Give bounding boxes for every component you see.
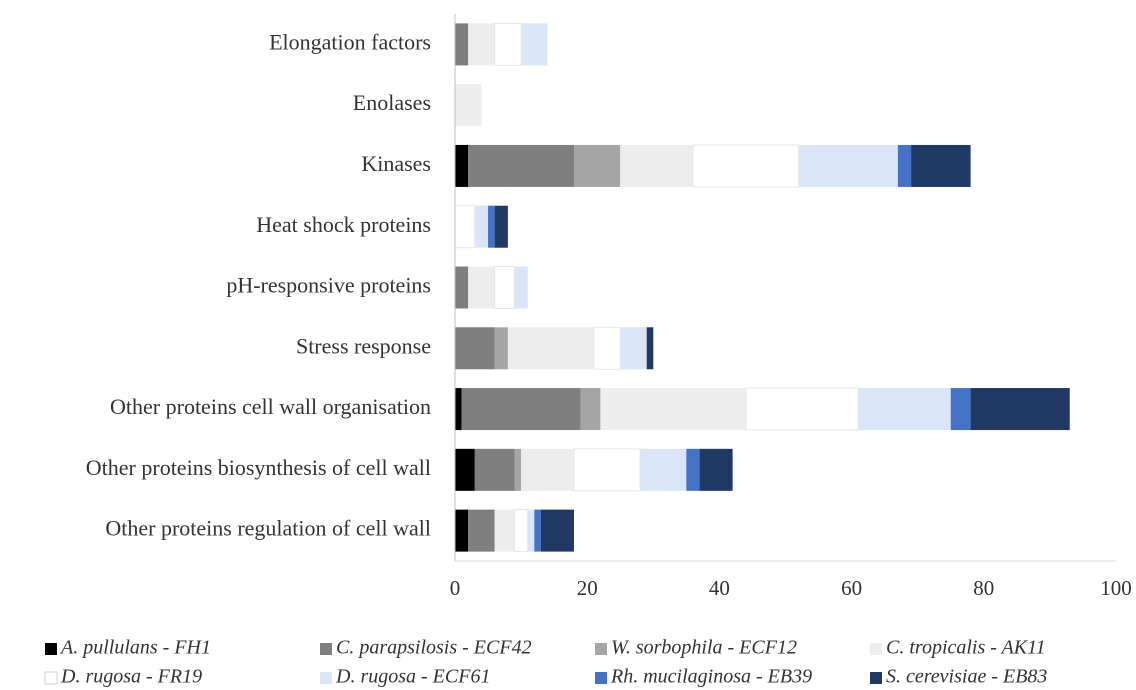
legend-swatch: [870, 643, 882, 655]
bar-segment: [468, 266, 495, 309]
bar-segment: [468, 23, 495, 66]
bar-segment: [474, 205, 489, 248]
bar-segment: [534, 509, 541, 552]
legend-label: Rh. mucilaginosa - EB39: [610, 666, 812, 688]
y-tick-label: Elongation factors: [269, 29, 431, 54]
bar-segment: [699, 448, 733, 491]
y-tick-label: Other proteins biosynthesis of cell wall: [86, 455, 431, 480]
bar-segment: [686, 448, 700, 491]
x-tick-label: 80: [973, 576, 994, 600]
legend-label: C. parapsilosis - ECF42: [336, 637, 532, 659]
bar-segment: [507, 327, 594, 370]
bar-segment: [620, 327, 647, 370]
bar-segment: [455, 448, 475, 491]
bar-segment: [950, 388, 971, 431]
bar-segment: [455, 144, 469, 187]
y-tick-label: Other proteins cell wall organisation: [110, 394, 431, 419]
bar-segment: [646, 327, 654, 370]
legend-label: D. rugosa - ECF61: [335, 666, 490, 688]
bar-segment: [494, 509, 515, 552]
bar-segment: [897, 144, 912, 187]
bar-segment: [540, 509, 574, 552]
x-tick-label: 20: [577, 576, 598, 600]
x-tick-label: 0: [450, 576, 461, 600]
x-tick-label: 100: [1100, 576, 1132, 600]
bar-segment: [580, 388, 601, 431]
bar-segment: [454, 205, 476, 249]
legend-label: W. sorbophila - ECF12: [611, 637, 797, 659]
x-tick-label: 40: [709, 576, 730, 600]
legend-label: A. pullulans - FH1: [59, 637, 211, 659]
y-tick-label: Stress response: [296, 333, 431, 358]
bar-segment: [494, 266, 515, 309]
legend-swatch: [870, 672, 882, 684]
bar-segment: [494, 205, 508, 248]
bar-segment: [521, 448, 574, 491]
bar-segment: [474, 448, 515, 491]
bar-segment: [494, 327, 508, 370]
bar-segment: [514, 448, 522, 491]
y-tick-label: Heat shock proteins: [256, 212, 431, 237]
bar-segment: [573, 144, 621, 187]
legend-swatch: [595, 672, 607, 684]
bar-segment: [620, 144, 693, 187]
bar-segment: [573, 448, 641, 492]
bar-segment: [745, 387, 859, 431]
legend-swatch: [320, 672, 332, 684]
bar-segment: [455, 388, 462, 431]
bar-segment: [911, 144, 971, 187]
bar-segment: [461, 388, 581, 431]
legend-swatch: [44, 671, 58, 685]
legend-label: S. cerevisiae - EB83: [886, 666, 1047, 688]
legend-label: D. rugosa - FR19: [60, 666, 202, 688]
bar-segment: [600, 388, 746, 431]
bar-segment: [514, 266, 528, 309]
bar-segment: [858, 388, 951, 431]
bar-segment: [455, 23, 469, 66]
bar-segment: [513, 509, 529, 553]
bar-segment: [468, 509, 495, 552]
legend-swatch: [595, 643, 607, 655]
y-tick-label: Kinases: [361, 151, 431, 176]
bar-segment: [455, 327, 495, 370]
bar-segment: [455, 84, 482, 127]
bar-segment: [527, 509, 535, 552]
bar-segment: [970, 388, 1070, 431]
bar-segment: [488, 205, 495, 248]
y-tick-label: Enolases: [353, 90, 431, 115]
y-tick-label: pH-responsive proteins: [226, 273, 431, 298]
bar-segment: [455, 266, 469, 309]
bar-segment: [798, 144, 898, 187]
bar-segment: [593, 326, 621, 370]
bar-segment: [521, 23, 548, 66]
legend-label: C. tropicalis - AK11: [886, 637, 1046, 659]
y-tick-label: Other proteins regulation of cell wall: [105, 516, 431, 541]
bar-segment: [468, 144, 574, 187]
legend-swatch: [320, 643, 332, 655]
bar-segment: [640, 448, 687, 491]
legend-swatch: [45, 643, 57, 655]
x-tick-label: 60: [841, 576, 862, 600]
bar-segment: [692, 144, 800, 188]
bar-segment: [455, 509, 469, 552]
bar-segment: [494, 22, 522, 66]
